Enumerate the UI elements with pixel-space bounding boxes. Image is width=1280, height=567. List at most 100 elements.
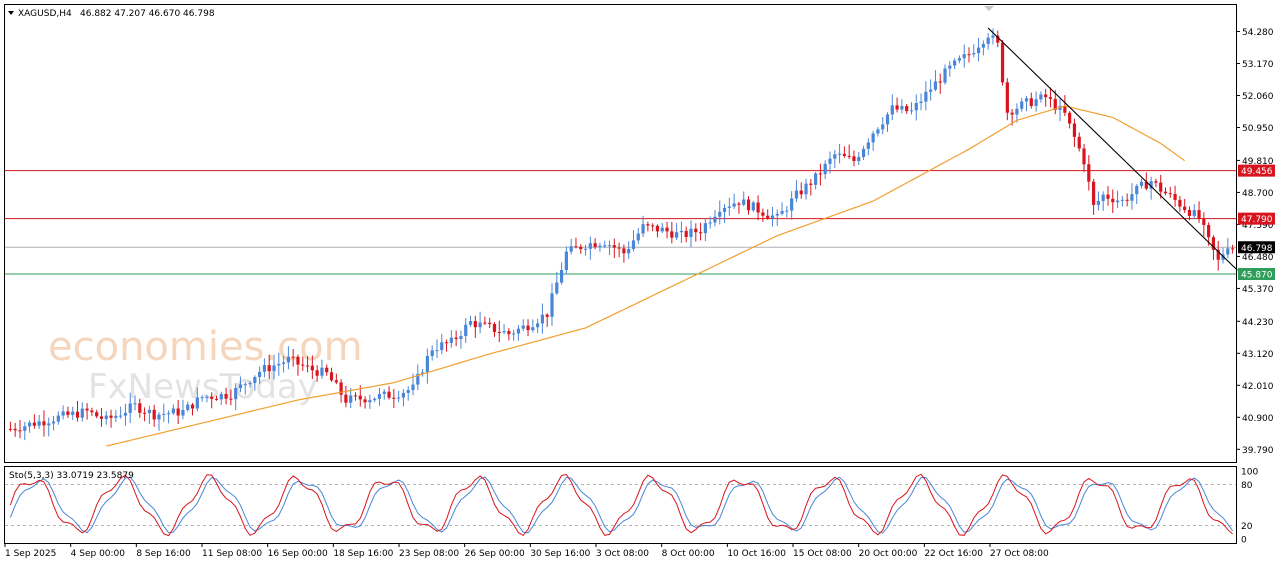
candle-body (353, 395, 358, 397)
candle-body (833, 154, 837, 159)
price-tag-label: 47.790 (1241, 215, 1273, 225)
candle-body (679, 230, 684, 233)
candle-body (1168, 193, 1172, 195)
candle-body (550, 293, 554, 317)
candle-body (1072, 123, 1077, 137)
candle-body (435, 350, 439, 352)
candle-body (905, 106, 909, 112)
candle-body (186, 404, 190, 410)
time-tick-label: 20 Oct 00:00 (859, 549, 918, 559)
candle-body (296, 356, 300, 365)
candle-body (603, 245, 607, 247)
candle-body (929, 89, 933, 92)
candle-body (200, 397, 204, 399)
main-plot-frame (4, 4, 1237, 463)
candle-body (497, 331, 501, 333)
candle-body (607, 245, 612, 247)
candle-body (1063, 105, 1067, 113)
candle-body (617, 247, 621, 249)
candle-body (483, 322, 487, 324)
candle-body (219, 393, 223, 400)
symbol-dropdown-icon[interactable] (8, 11, 14, 15)
candle-body (564, 251, 568, 271)
candle-body (814, 173, 818, 185)
candle-body (119, 415, 123, 417)
time-tick-label: 10 Oct 16:00 (727, 549, 786, 559)
candle-body (234, 387, 238, 400)
chart-shift-marker-icon[interactable] (984, 6, 994, 11)
candle-body (1096, 201, 1101, 205)
candle-body (799, 190, 803, 195)
candle-body (953, 60, 957, 66)
watermark-fxnewstoday: FxNewsToday (88, 367, 318, 407)
candle-body (1005, 82, 1009, 113)
candle-body (473, 321, 477, 328)
price-tick-label: 46.480 (1242, 253, 1274, 263)
price-tag-label: 49.456 (1241, 167, 1273, 177)
candle-body (253, 376, 257, 384)
candle-body (583, 248, 588, 250)
descending-trendline[interactable] (987, 27, 1238, 271)
candle-body (761, 212, 765, 216)
price-tag-label: 46.798 (1241, 244, 1273, 254)
candle-body (698, 232, 703, 234)
candle-body (32, 422, 36, 426)
candle-body (310, 365, 314, 371)
candle-body (780, 210, 784, 214)
candle-body (1125, 199, 1129, 201)
time-tick-label: 4 Sep 00:00 (71, 549, 126, 559)
price-tick-label: 47.590 (1242, 221, 1274, 231)
candle-body (368, 400, 372, 403)
candle-body (651, 225, 655, 227)
stoch-label: Sto(5,3,3) 33.0719 23.5879 (9, 471, 134, 481)
candle-body (1106, 194, 1110, 199)
candle-body (909, 110, 914, 112)
candle-body (636, 233, 640, 241)
candle-body (440, 342, 444, 351)
candle-body (545, 314, 549, 317)
candle-body (430, 350, 434, 356)
candle-body (1115, 200, 1120, 203)
price-tick-label: 50.950 (1242, 124, 1274, 134)
candle-body (876, 129, 880, 134)
candle-body (742, 199, 746, 205)
price-axis: 54.280 53.170 52.060 50.950 49.810 48.700 47.5… (1236, 28, 1274, 456)
candle-body (809, 183, 813, 185)
candle-body (114, 415, 118, 418)
candle-body (1139, 181, 1144, 186)
candle-body (363, 399, 367, 403)
candle-body (823, 163, 827, 175)
candle-body (425, 355, 429, 373)
candle-body (1029, 98, 1033, 106)
candle-body (938, 81, 942, 83)
candle-body (641, 224, 645, 234)
candle-body (531, 327, 535, 331)
candle-body (66, 411, 70, 415)
candle-body (1226, 248, 1230, 255)
candle-body (842, 153, 846, 156)
candle-body (18, 430, 22, 432)
candle-body (401, 392, 406, 398)
candle-body (895, 105, 899, 110)
candle-body (1111, 198, 1115, 203)
candle-body (95, 412, 99, 417)
candle-body (1221, 254, 1225, 260)
candle-body (51, 421, 56, 424)
price-tick-label: 48.700 (1242, 189, 1274, 199)
candle-body (818, 173, 823, 175)
candle-body (694, 228, 698, 233)
candle-body (847, 155, 851, 157)
candle-body (516, 328, 521, 334)
candle-body (1202, 218, 1206, 225)
candle-body (56, 415, 60, 422)
candle-body (1053, 98, 1057, 110)
candle-body (540, 314, 545, 324)
time-axis: 1 Sep 2025 4 Sep 00:00 8 Sep 16:00 11 Sep 0… (4, 543, 1049, 559)
candle-body (99, 416, 104, 419)
candle-body (1044, 94, 1048, 98)
candle-body (775, 213, 779, 216)
candle-body (1130, 194, 1134, 201)
candle-body (689, 228, 693, 237)
candle-body (919, 101, 923, 104)
